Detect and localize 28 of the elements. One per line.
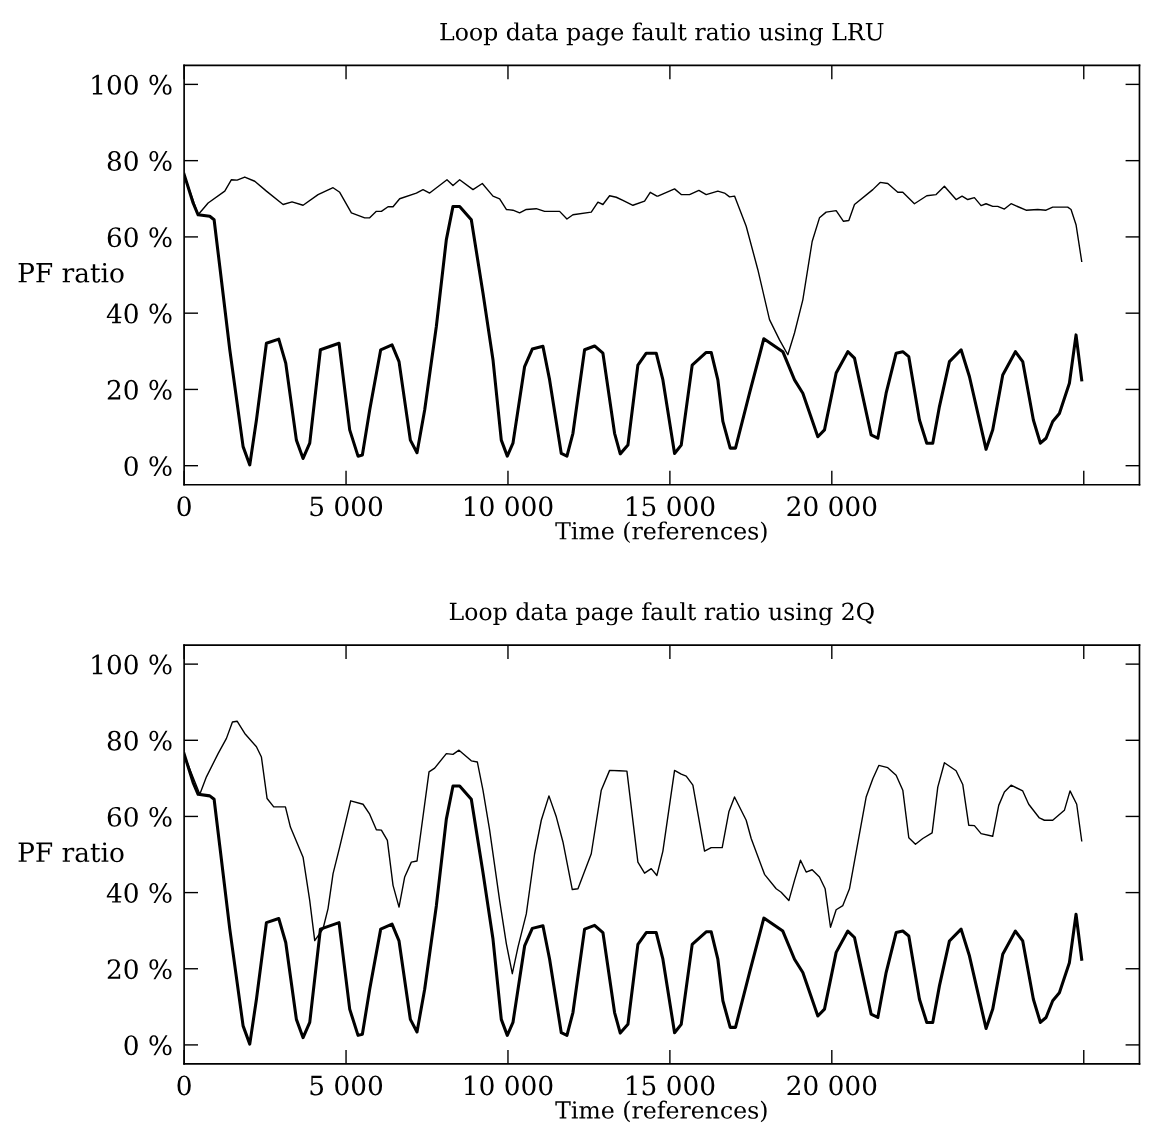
x-tick-label: 10 000 [465, 496, 553, 517]
x-tick-label: 5 000 [310, 1075, 383, 1096]
x-axis-title: Time (references) [555, 521, 767, 544]
x-tick-label: 20 000 [787, 496, 877, 517]
x-axis-title: Time (references) [555, 1100, 767, 1123]
y-tick-label: 80 % [107, 151, 172, 172]
y-tick-label: 0 % [124, 456, 172, 477]
chart-title: Loop data page fault ratio using LRU [440, 22, 884, 46]
x-tick-label: 10 000 [465, 1075, 553, 1096]
y-tick-label: 60 % [107, 806, 172, 827]
y-axis-title: PF ratio [18, 842, 124, 863]
x-tick-label: 20 000 [787, 1075, 877, 1096]
x-tick-label: 0 [177, 1075, 191, 1096]
x-tick-label: 15 000 [626, 496, 715, 517]
y-tick-label: 40 % [106, 883, 172, 903]
y-tick-label: 100 % [92, 74, 172, 95]
chart-title: Loop data page fault ratio using 2Q [449, 602, 874, 626]
y-tick-label: 20 % [107, 959, 172, 980]
x-tick-label: 5 000 [310, 496, 383, 517]
x-tick-label: 0 [177, 496, 191, 517]
y-tick-label: 0 % [124, 1035, 172, 1056]
y-tick-label: 80 % [107, 730, 172, 751]
y-axis-title: PF ratio [18, 262, 124, 283]
y-tick-label: 60 % [107, 227, 172, 248]
y-tick-label: 20 % [107, 379, 172, 400]
y-tick-label: 40 % [106, 303, 172, 324]
x-tick-label: 15 000 [626, 1075, 715, 1096]
y-tick-label: 100 % [92, 654, 172, 675]
